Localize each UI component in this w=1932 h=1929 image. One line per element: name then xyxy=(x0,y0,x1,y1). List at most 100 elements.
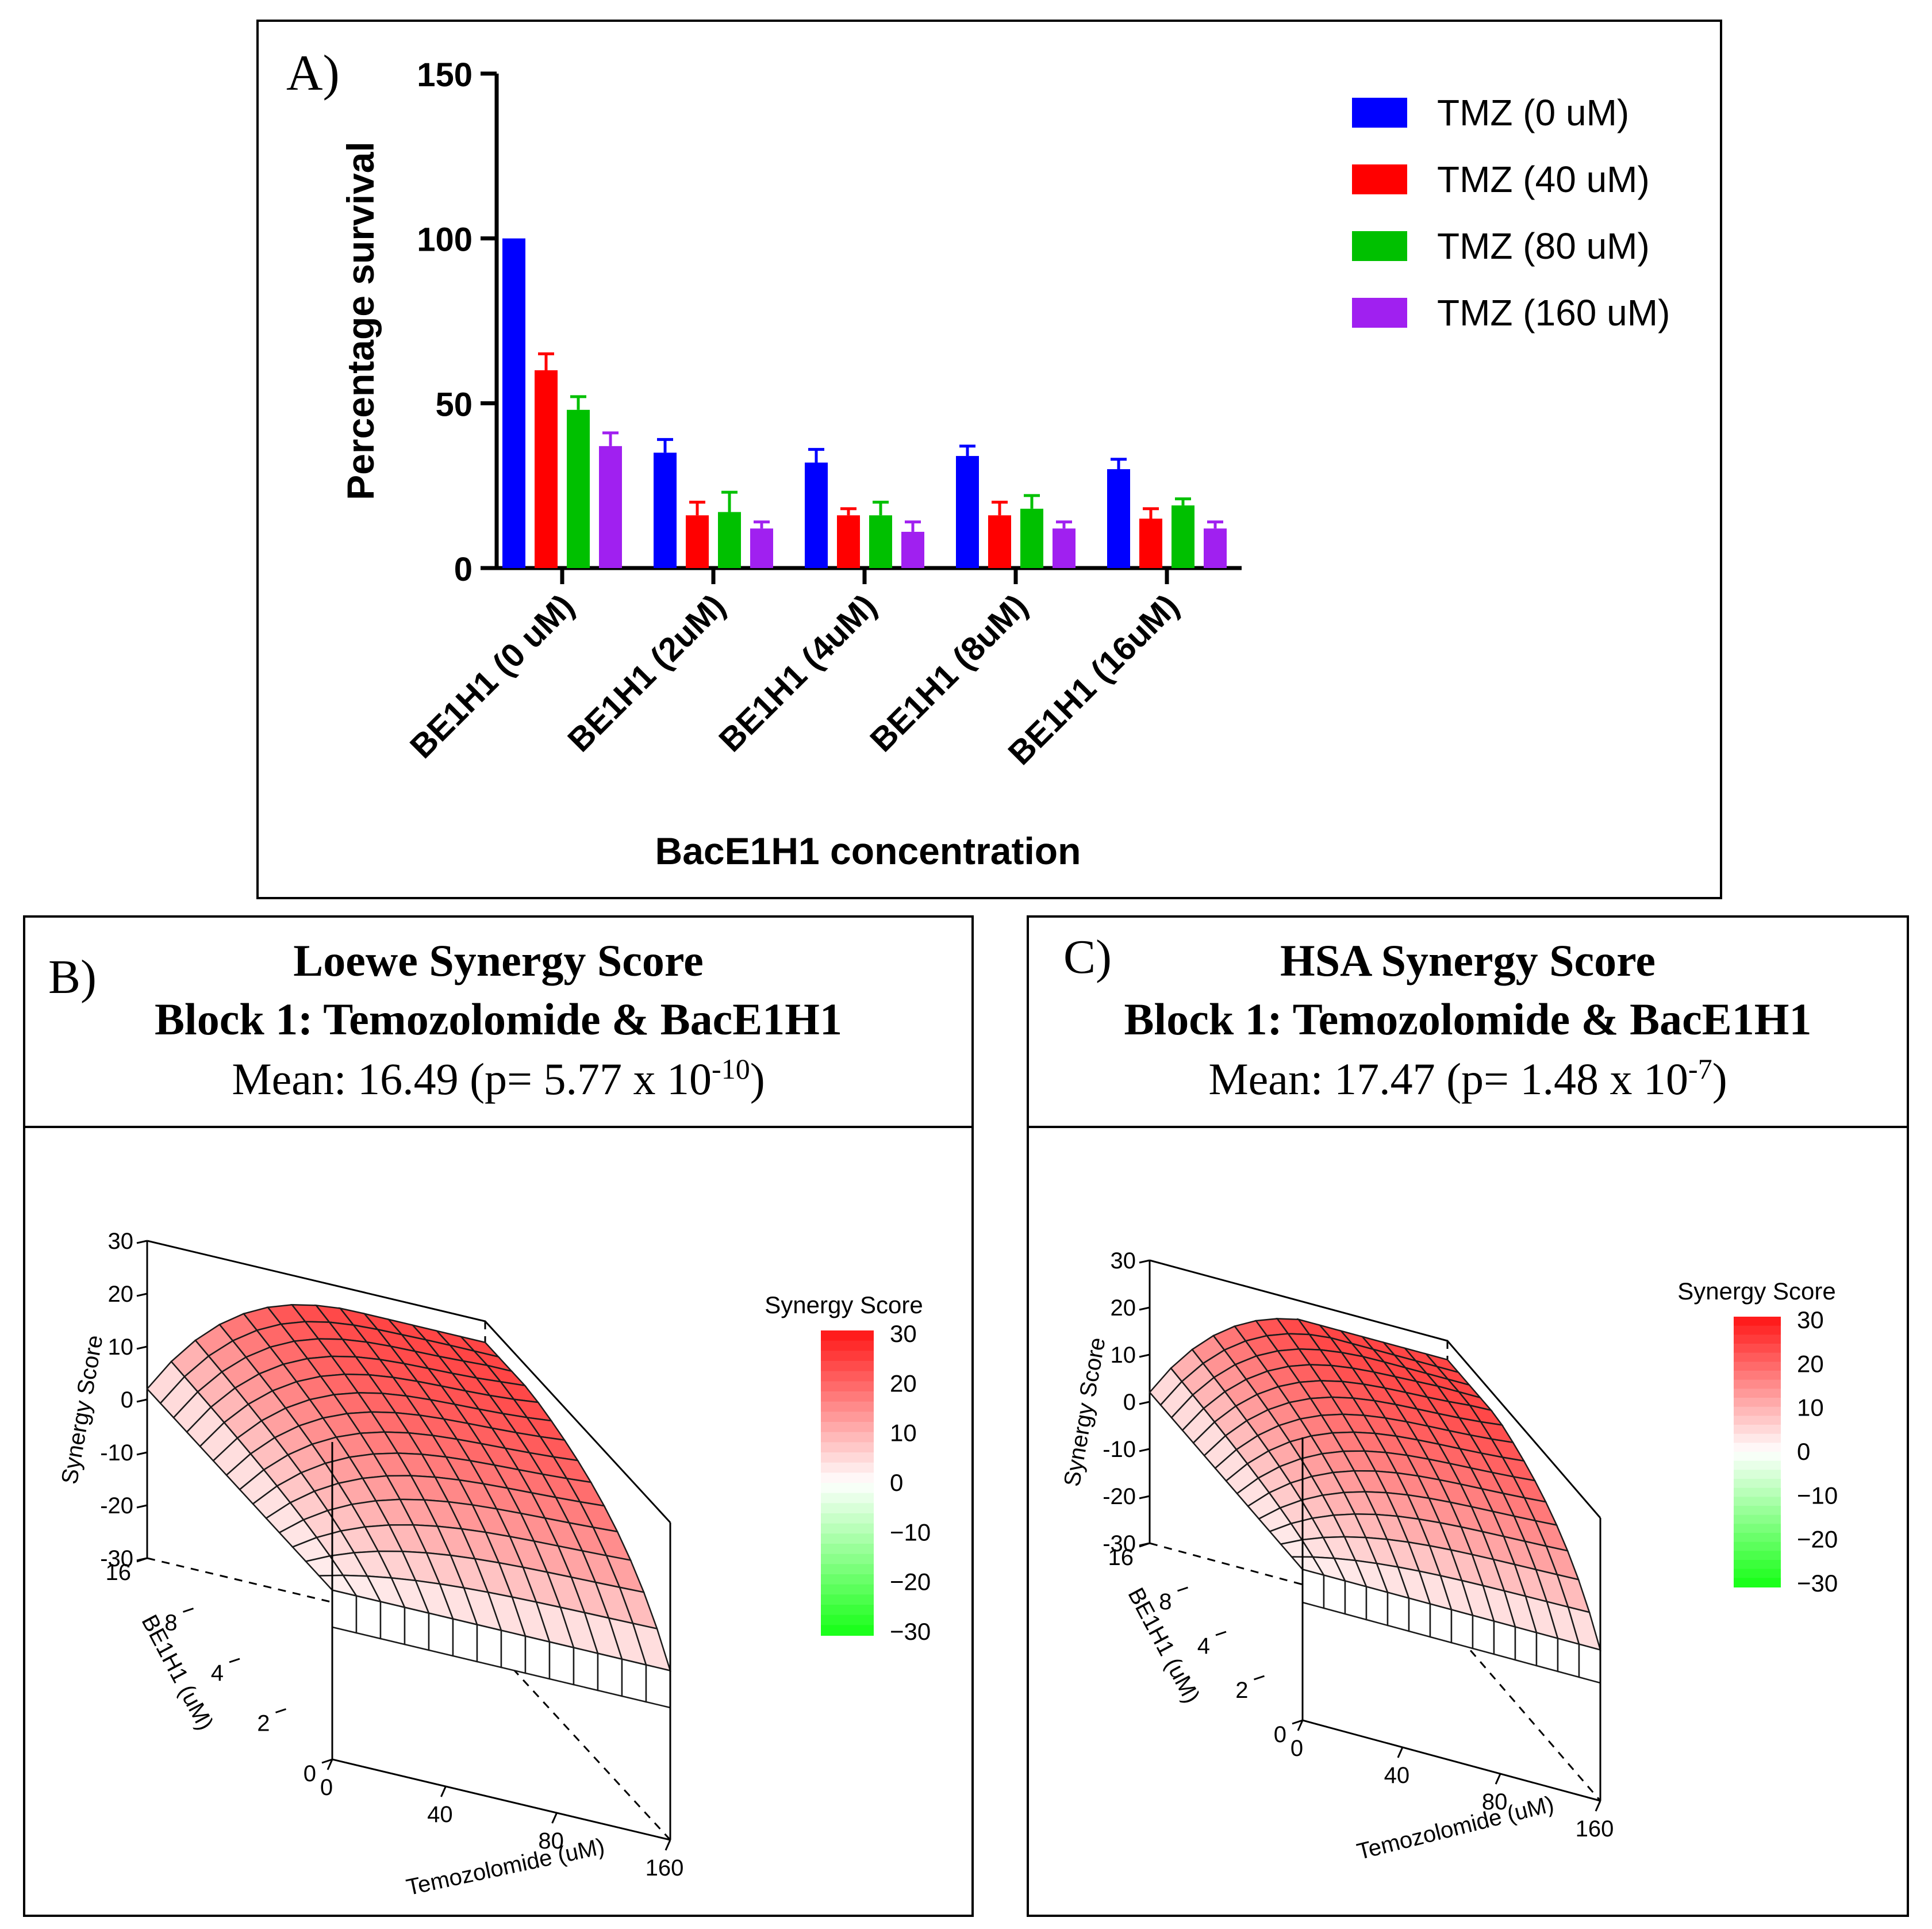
legend-color-step xyxy=(1734,1551,1781,1560)
x-tick xyxy=(440,1786,447,1797)
surface-skirt xyxy=(548,1641,575,1686)
z-tick-label: 30 xyxy=(108,1229,134,1254)
bar xyxy=(750,528,773,568)
x-tick xyxy=(1495,1773,1501,1785)
surface-skirt xyxy=(524,1635,551,1680)
legend-swatch xyxy=(1352,298,1407,328)
panel-b-subtitle: Block 1: Temozolomide & BacE1H1 xyxy=(155,994,842,1044)
legend-color-step xyxy=(1734,1470,1781,1479)
x-tick-label: 80 xyxy=(538,1828,564,1854)
legend-color-step xyxy=(821,1330,874,1341)
panel-b-mean-text: Mean: 16.49 (p= 5.77 x 10 xyxy=(232,1054,712,1104)
bar xyxy=(1139,519,1162,568)
panel-c-mean: Mean: 17.47 (p= 1.48 x 10-7) xyxy=(1029,1052,1907,1105)
surface-skirt xyxy=(476,1624,502,1669)
legend-color-step xyxy=(821,1462,874,1474)
panel-c-letter: C) xyxy=(1063,930,1112,984)
panel-b-header: B) Loewe Synergy Score Block 1: Temozolo… xyxy=(23,915,974,1128)
y-tick xyxy=(1254,1675,1265,1681)
bar xyxy=(869,515,892,568)
surface-skirt xyxy=(355,1595,382,1640)
legend-tick-label: 30 xyxy=(1797,1306,1824,1333)
z-tick-label: 10 xyxy=(1111,1343,1136,1368)
panel-c-mean-close: ) xyxy=(1712,1054,1727,1104)
z-axis-label: Synergy Score xyxy=(1059,1336,1111,1489)
surface-skirt xyxy=(379,1601,406,1646)
legend-color-step xyxy=(821,1483,874,1494)
panel-b-mean-close: ) xyxy=(750,1054,765,1104)
panel-c-header: C) HSA Synergy Score Block 1: Temozolomi… xyxy=(1027,915,1909,1128)
y-tick-label: 2 xyxy=(257,1711,270,1736)
x-tick-label: 0 xyxy=(1290,1736,1303,1761)
legend-tick-label: 0 xyxy=(890,1469,903,1496)
panel-b-letter: B) xyxy=(48,950,97,1004)
z-tick xyxy=(1139,1259,1150,1264)
x-tick xyxy=(665,1839,671,1851)
surface-skirt xyxy=(1578,1643,1601,1684)
bar xyxy=(654,452,677,568)
y-tick xyxy=(183,1608,194,1613)
y-tick-label: 4 xyxy=(211,1660,224,1686)
surface-skirt xyxy=(1386,1591,1410,1632)
panel-c-surface-plot: 30 20 10 0 -10 -20 -30 Synergy Score 0 2 4 8 16 BE1H1… xyxy=(1027,1126,1909,1917)
legend-color-step xyxy=(1734,1497,1781,1506)
y-axis-label: Percentage survival xyxy=(339,141,382,500)
legend-color-step xyxy=(1734,1416,1781,1425)
legend-color-step xyxy=(1734,1389,1781,1398)
legend-tick-label: 0 xyxy=(1797,1438,1810,1465)
legend-color-step xyxy=(821,1564,874,1575)
legend-color-step xyxy=(1734,1514,1781,1525)
legend-color-step xyxy=(821,1361,874,1372)
z-tick-label: 10 xyxy=(108,1334,134,1360)
legend-color-step xyxy=(1734,1443,1781,1452)
legend-color-step xyxy=(821,1391,874,1402)
legend-color-step xyxy=(1734,1524,1781,1533)
surface-skirt xyxy=(621,1658,647,1703)
legend-color-step xyxy=(1734,1578,1781,1587)
y-tick xyxy=(229,1658,240,1663)
bar xyxy=(718,512,741,568)
legend-color-step xyxy=(821,1340,874,1352)
panel-b-mean: Mean: 16.49 (p= 5.77 x 10-10) xyxy=(25,1052,971,1105)
surface-skirt xyxy=(428,1612,454,1657)
panel-c-mean-text: Mean: 17.47 (p= 1.48 x 10 xyxy=(1208,1054,1689,1104)
z-tick xyxy=(1139,1353,1150,1358)
surface-skirt xyxy=(1557,1637,1580,1678)
legend-tick-label: −30 xyxy=(1797,1570,1838,1597)
z-tick xyxy=(136,1451,148,1456)
legend-title: Synergy Score xyxy=(765,1291,923,1318)
y-tick-label: 100 xyxy=(417,221,473,259)
legend-color-step xyxy=(821,1422,874,1433)
z-tick-label: 0 xyxy=(1123,1390,1136,1415)
legend-label: TMZ (0 uM) xyxy=(1437,92,1629,133)
z-tick xyxy=(136,1504,148,1509)
surface-skirt xyxy=(573,1647,599,1692)
y-tick xyxy=(136,1557,148,1563)
x-axis-label: Temozolomide (uM) xyxy=(1354,1792,1556,1865)
x-axis-label: Temozolomide (uM) xyxy=(404,1834,607,1900)
back-edge-dashed xyxy=(1149,1542,1601,1801)
legend-color-step xyxy=(821,1371,874,1382)
z-tick-label: -10 xyxy=(1103,1437,1136,1462)
panel-c-subtitle: Block 1: Temozolomide & BacE1H1 xyxy=(1124,994,1812,1044)
y-tick-label: 2 xyxy=(1235,1678,1248,1703)
x-tick-label: 40 xyxy=(427,1802,453,1827)
y-tick-label: 8 xyxy=(1159,1589,1172,1614)
legend-color-step xyxy=(821,1594,874,1605)
x-tick-label: 80 xyxy=(1482,1789,1508,1815)
legend-color-step xyxy=(1734,1560,1781,1570)
legend-label: TMZ (160 uM) xyxy=(1437,292,1670,333)
legend-color-step xyxy=(1734,1541,1781,1552)
legend-color-step xyxy=(821,1523,874,1535)
y-tick xyxy=(1139,1542,1150,1548)
legend-color-step xyxy=(821,1452,874,1463)
panel-b-title: Loewe Synergy Score xyxy=(293,935,704,985)
legend-tick-label: 20 xyxy=(890,1370,917,1397)
z-tick xyxy=(136,1293,148,1297)
x-tick-label: BE1H1 (8uM) xyxy=(863,587,1035,759)
z-tick-label: 20 xyxy=(108,1282,134,1307)
y-tick-label: 8 xyxy=(164,1610,177,1636)
legend-color-step xyxy=(1734,1325,1781,1336)
